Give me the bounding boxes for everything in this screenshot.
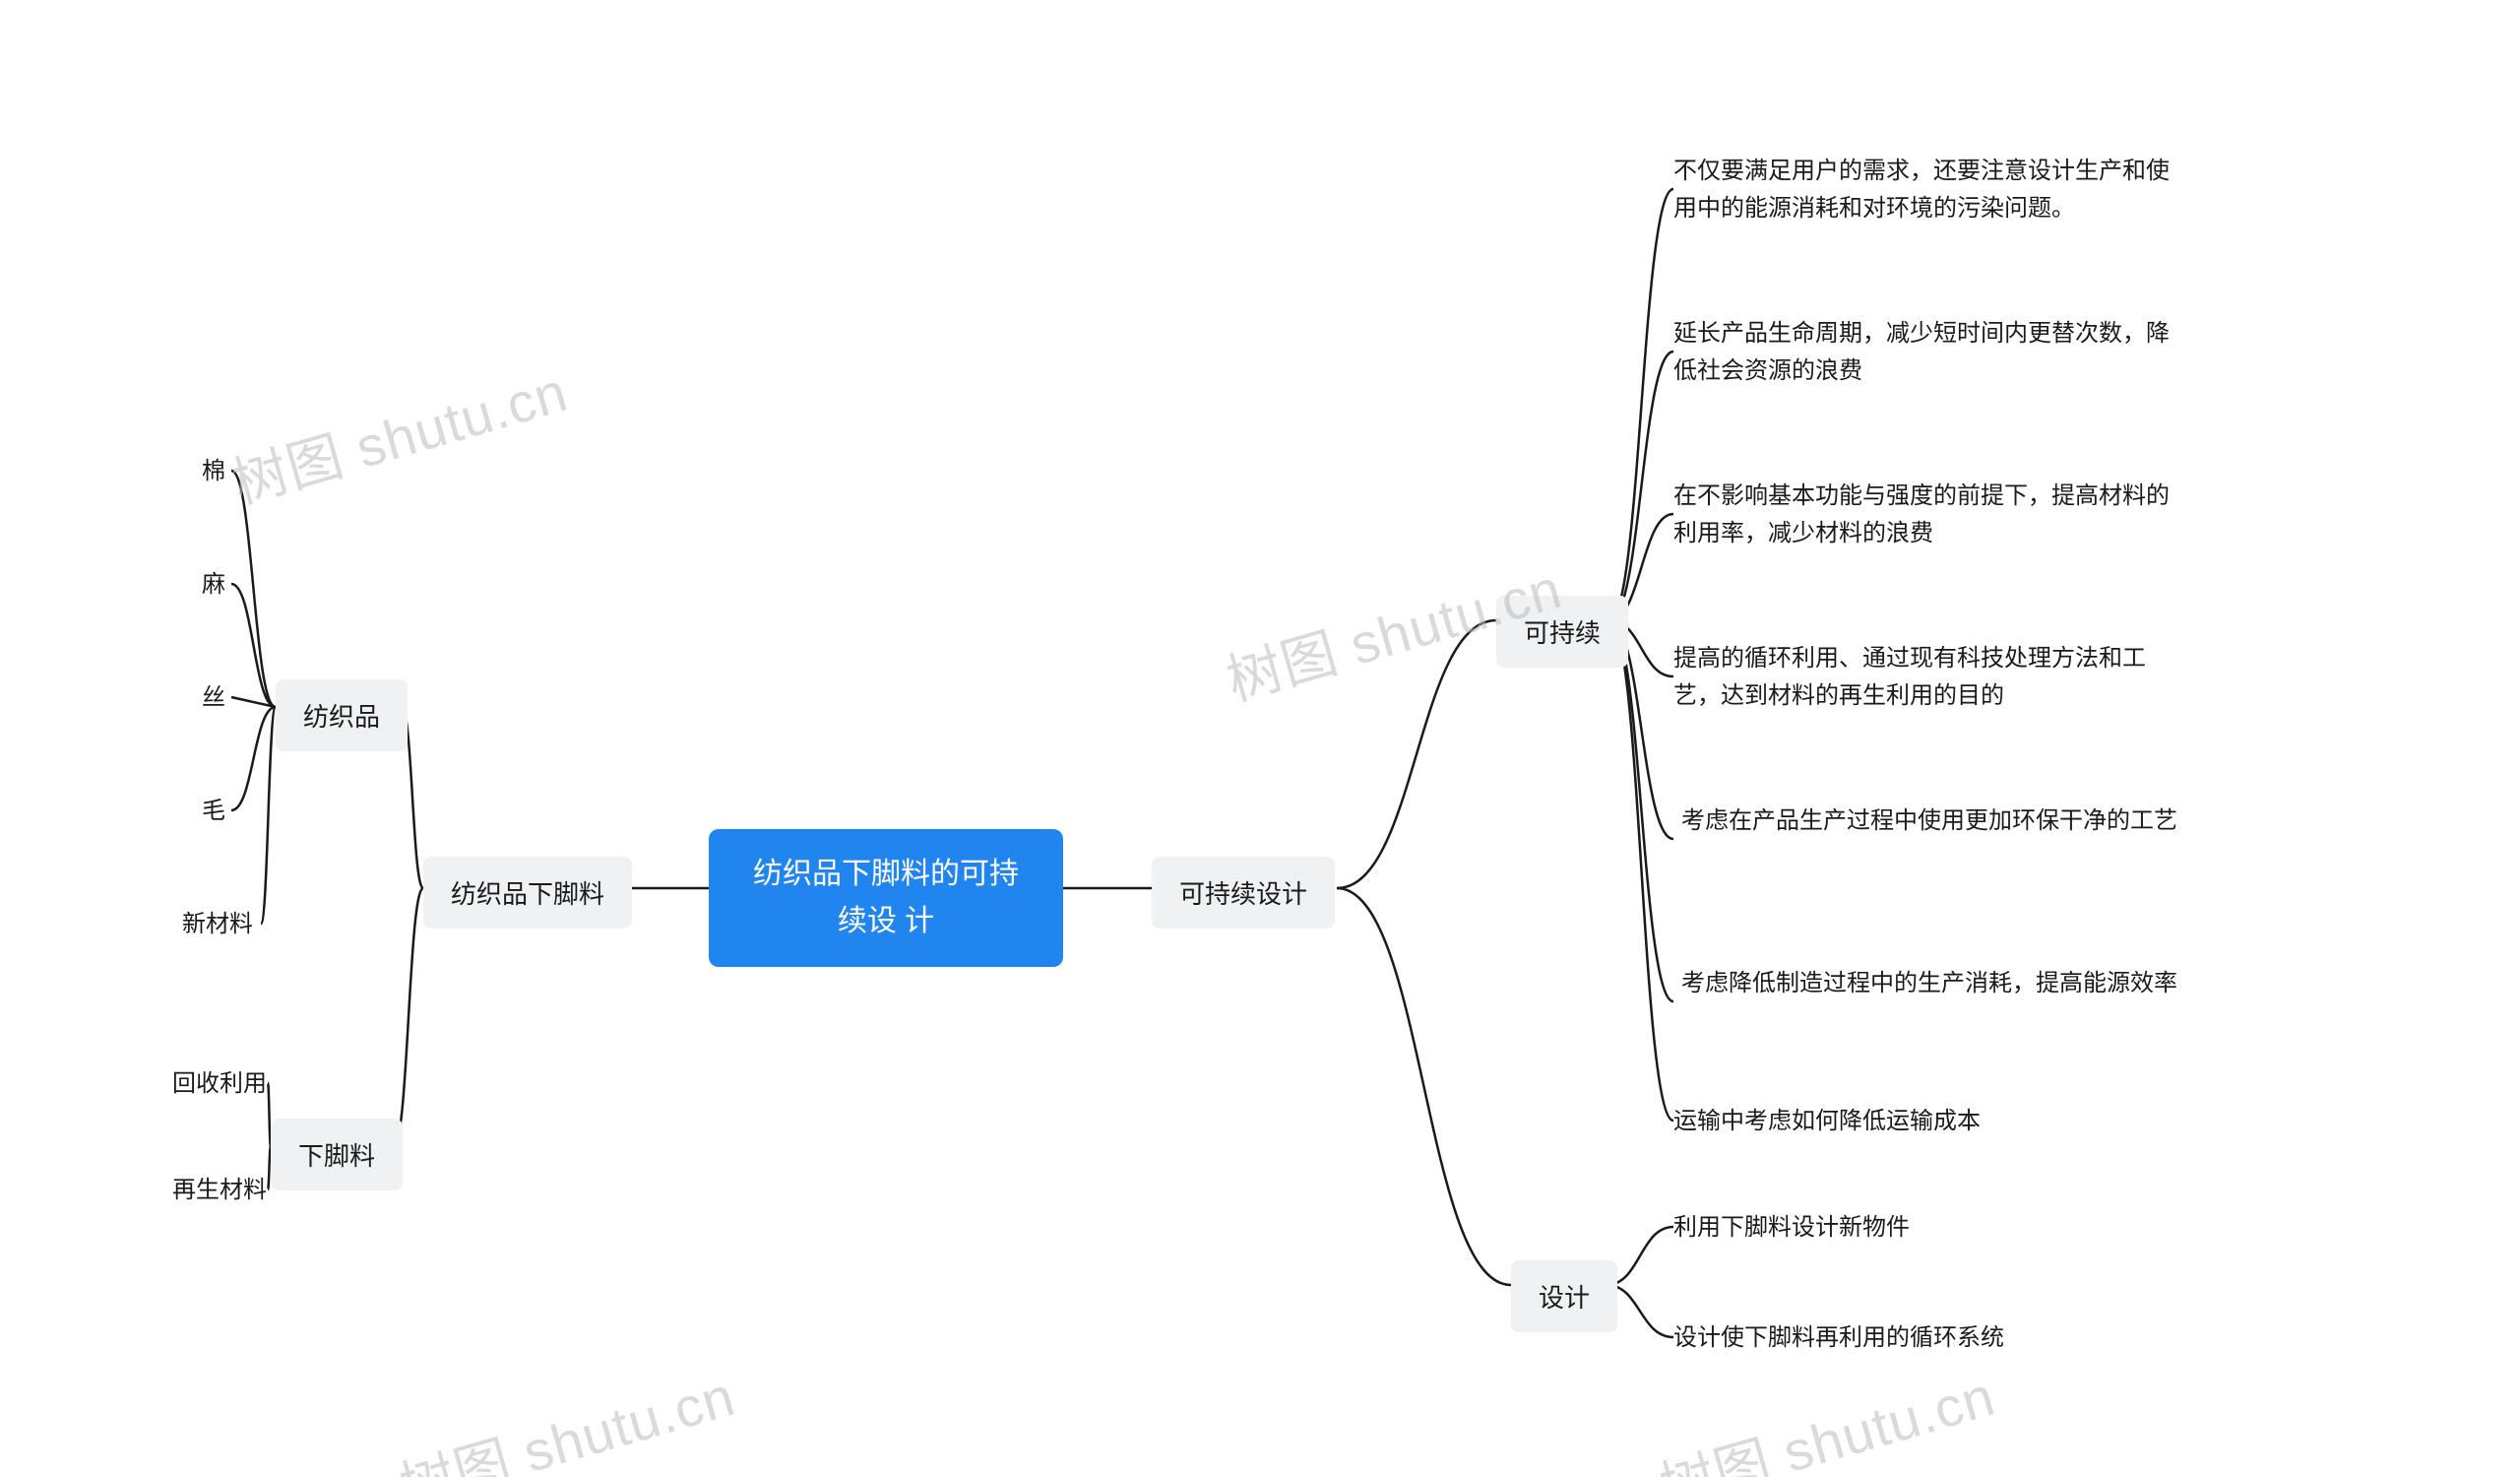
leaf-sustain-3: 在不影响基本功能与强度的前提下，提高材料的利用率，减少材料的浪费 <box>1673 478 2185 553</box>
leaf-design-1: 利用下脚料设计新物件 <box>1673 1209 1910 1247</box>
root-node[interactable]: 纺织品下脚料的可持续设 计 <box>709 829 1063 967</box>
leaf-sustain-7: 运输中考虑如何降低运输成本 <box>1673 1103 1981 1140</box>
leaf-silk: 丝 <box>202 679 225 717</box>
leaf-newmat: 新材料 <box>182 906 253 943</box>
leaf-sustain-4: 提高的循环利用、通过现有科技处理方法和工艺，达到材料的再生利用的目的 <box>1673 640 2185 716</box>
leaf-hemp: 麻 <box>202 566 225 604</box>
right-sub-design[interactable]: 设计 <box>1511 1260 1617 1332</box>
leaf-sustain-2: 延长产品生命周期，减少短时间内更替次数，降低社会资源的浪费 <box>1673 315 2185 391</box>
right-branch-label: 可持续设计 <box>1179 874 1307 911</box>
leaf-reborn: 再生材料 <box>172 1172 267 1209</box>
left-branch-label: 纺织品下脚料 <box>451 874 604 911</box>
left-sub-textile-label: 纺织品 <box>303 697 380 734</box>
watermark: 树图 shutu.cn <box>1650 1352 2003 1477</box>
leaf-sustain-5: 考虑在产品生产过程中使用更加环保干净的工艺 <box>1673 803 2185 840</box>
left-sub-scrap-label: 下脚料 <box>298 1136 375 1173</box>
right-sub-design-label: 设计 <box>1539 1278 1590 1315</box>
leaf-wool: 毛 <box>202 793 225 830</box>
left-branch[interactable]: 纺织品下脚料 <box>423 857 632 929</box>
watermark: 树图 shutu.cn <box>390 1352 743 1477</box>
left-sub-scrap[interactable]: 下脚料 <box>271 1119 403 1190</box>
right-branch[interactable]: 可持续设计 <box>1152 857 1335 929</box>
leaf-sustain-1: 不仅要满足用户的需求，还要注意设计生产和使用中的能源消耗和对环境的污染问题。 <box>1673 153 2185 228</box>
right-sub-sustain[interactable]: 可持续 <box>1496 596 1628 668</box>
leaf-design-2: 设计使下脚料再利用的循环系统 <box>1673 1319 2004 1357</box>
root-label: 纺织品下脚料的可持续设 计 <box>744 851 1028 945</box>
left-sub-textile[interactable]: 纺织品 <box>276 679 408 751</box>
leaf-sustain-6: 考虑降低制造过程中的生产消耗，提高能源效率 <box>1673 965 2185 1002</box>
leaf-recycle: 回收利用 <box>172 1065 267 1103</box>
watermark: 树图 shutu.cn <box>222 348 576 519</box>
leaf-cotton: 棉 <box>202 453 225 490</box>
right-sub-sustain-label: 可持续 <box>1524 613 1601 650</box>
